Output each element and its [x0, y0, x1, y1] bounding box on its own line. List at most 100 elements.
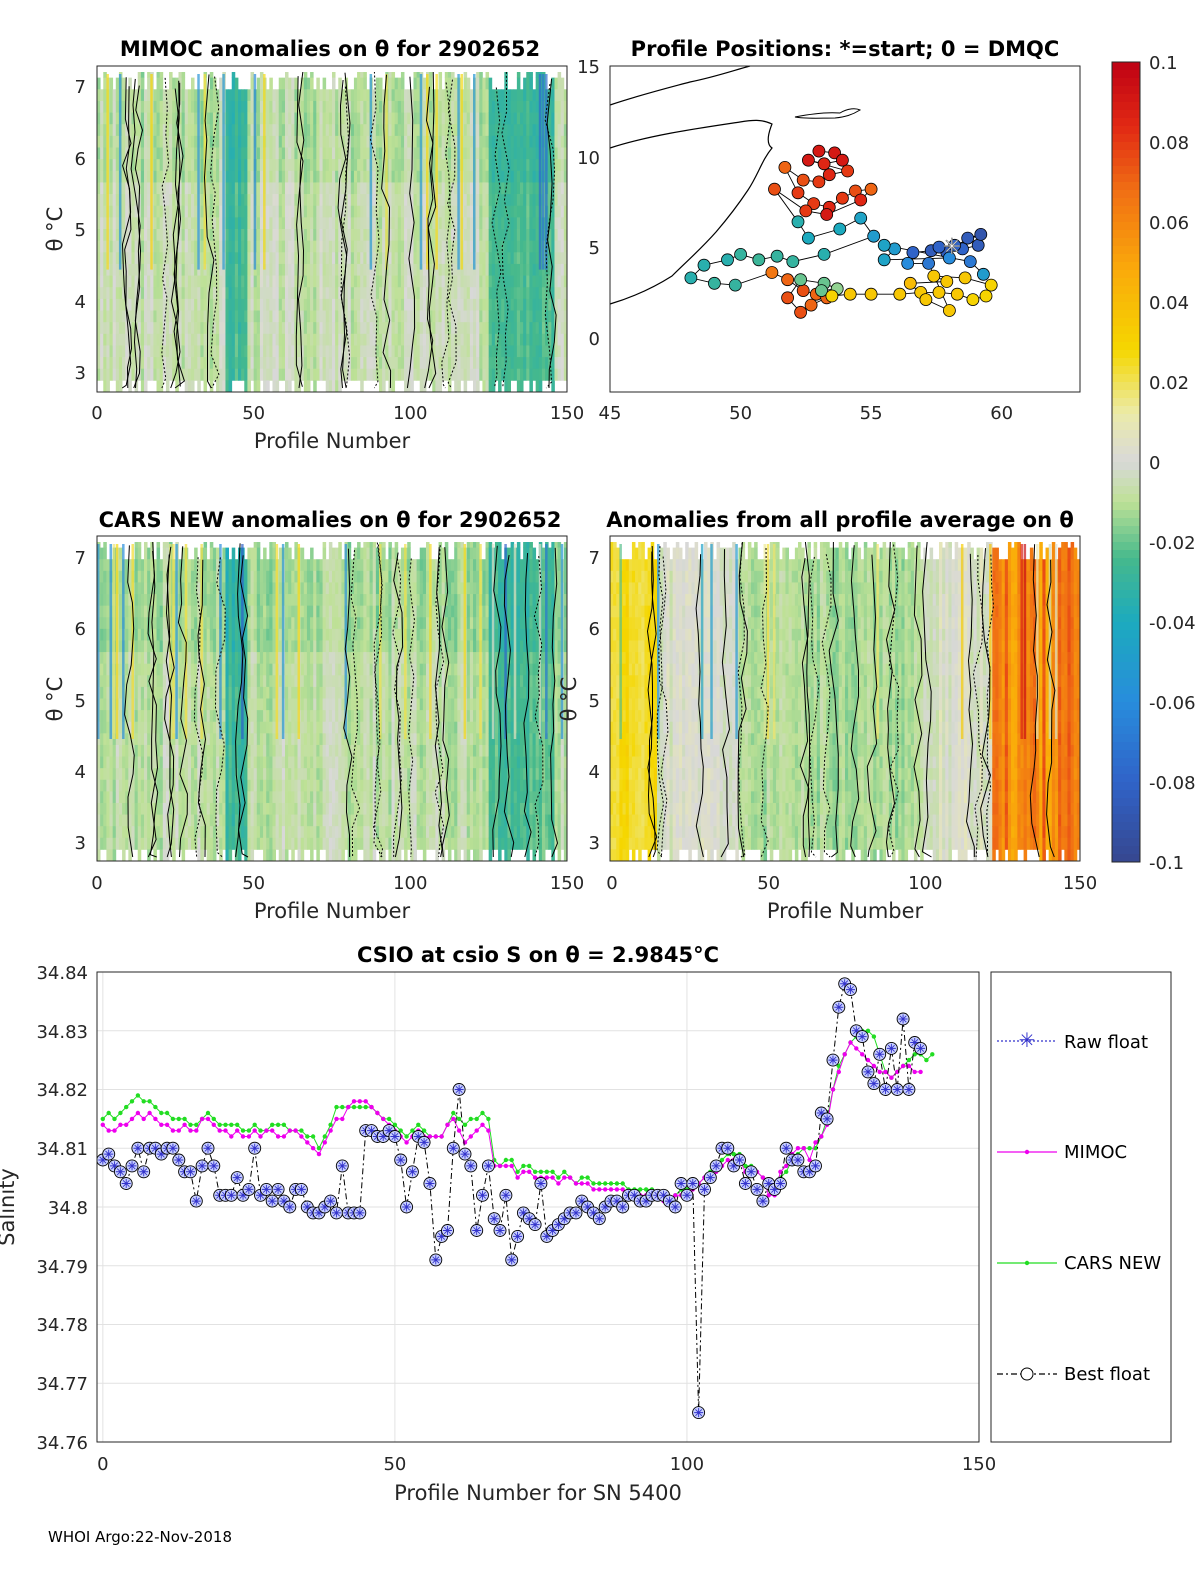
heatmap-cell — [504, 310, 508, 323]
heatmap-cell — [194, 310, 198, 323]
heatmap-cell — [278, 345, 283, 358]
heatmap-cell — [159, 779, 164, 792]
heatmap-cell — [144, 322, 148, 335]
heatmap-cell — [234, 77, 239, 90]
heatmap-cell — [341, 147, 345, 160]
heatmap-cell — [144, 194, 148, 207]
heatmap-cell — [118, 768, 123, 781]
heatmap-cell — [513, 229, 518, 242]
heatmap-cell — [181, 77, 186, 90]
heatmap-cell — [153, 194, 157, 207]
heatmap-cell — [479, 77, 483, 90]
heatmap-cell — [165, 240, 170, 253]
heatmap-cell — [319, 194, 323, 207]
heatmap-cell — [432, 170, 436, 183]
heatmap-cell — [209, 217, 214, 230]
heatmap-cell — [510, 287, 515, 300]
heatmap-cell — [388, 205, 392, 218]
heatmap-cell — [322, 240, 327, 253]
heatmap-cell — [432, 217, 436, 230]
heatmap-cell — [137, 652, 142, 665]
heatmap-cell — [234, 135, 239, 148]
heatmap-cell — [109, 791, 114, 804]
colorbar-cell — [1112, 350, 1140, 359]
heatmap-cell — [507, 205, 511, 218]
heatmap-cell — [482, 368, 486, 381]
heatmap-cell — [134, 628, 139, 641]
heatmap-cell — [131, 837, 135, 850]
heatmap-cell — [322, 263, 327, 276]
heatmap-cell — [369, 333, 374, 346]
heatmap-cell — [494, 275, 499, 288]
heatmap-cell — [259, 229, 264, 242]
colorbar-cell — [1112, 726, 1140, 735]
heatmap-cell — [228, 240, 233, 253]
heatmap-cell — [476, 77, 480, 90]
heatmap-cell — [109, 194, 114, 207]
heatmap-cell — [444, 147, 449, 160]
heatmap-cell — [118, 582, 123, 595]
heatmap-cell — [382, 380, 386, 393]
heatmap-cell — [372, 240, 377, 253]
heatmap-cell — [560, 287, 565, 300]
heatmap-cell — [413, 66, 417, 79]
heatmap-cell — [526, 205, 530, 218]
heatmap-cell — [109, 357, 114, 370]
heatmap-cell — [325, 159, 330, 172]
heatmap-cell — [360, 357, 364, 370]
heatmap-cell — [338, 275, 342, 288]
heatmap-cell — [382, 275, 386, 288]
cbar-tick-2: 0.06 — [1149, 213, 1189, 234]
heatmap-cell — [548, 205, 552, 218]
heatmap-cell — [510, 147, 515, 160]
heatmap-cell — [494, 147, 499, 160]
profile-marker — [768, 182, 781, 196]
heatmap-cell — [379, 368, 383, 381]
heatmap-cell — [181, 112, 186, 125]
heatmap-cell — [306, 217, 311, 230]
heatmap-cell — [165, 135, 170, 148]
heatmap-cell — [429, 252, 433, 265]
colorbar-cell — [1112, 390, 1140, 399]
heatmap-cell — [407, 298, 411, 311]
heatmap-cell — [353, 322, 358, 335]
heatmap-cell — [228, 194, 233, 207]
heatmap-cell — [404, 147, 408, 160]
heatmap-cell — [548, 170, 552, 183]
heatmap-cell — [447, 100, 452, 113]
heatmap-cell — [335, 147, 339, 160]
heatmap-cell — [335, 275, 339, 288]
heatmap-cell — [156, 768, 161, 781]
heatmap-cell — [112, 368, 117, 381]
heatmap-cell — [234, 287, 239, 300]
heatmap-cell — [137, 333, 142, 346]
heatmap-cell — [147, 147, 151, 160]
heatmap-cell — [291, 357, 295, 370]
heatmap-cell — [234, 229, 239, 242]
heatmap-cell — [112, 100, 117, 113]
heatmap-cell — [137, 170, 142, 183]
heatmap-cell — [178, 814, 182, 827]
heatmap-cell — [137, 345, 142, 358]
heatmap-cell — [382, 252, 386, 265]
heatmap-cell — [128, 814, 132, 827]
heatmap-cell — [234, 147, 239, 160]
heatmap-cell — [494, 159, 499, 172]
heatmap-cell — [278, 333, 283, 346]
heatmap-cell — [507, 252, 511, 265]
heatmap-cell — [444, 124, 449, 137]
heatmap-cell — [200, 322, 204, 335]
heatmap-cell — [391, 368, 396, 381]
heatmap-cell — [187, 89, 192, 102]
heatmap-cell — [228, 380, 233, 393]
heatmap-cell — [191, 287, 195, 300]
heatmap-cell — [322, 112, 327, 125]
heatmap-cell — [269, 357, 273, 370]
heatmap-cell — [372, 229, 377, 242]
heatmap-cell — [513, 159, 518, 172]
heatmap-cell — [357, 345, 361, 358]
heatmap-cell — [281, 229, 286, 242]
heatmap-streak — [369, 74, 373, 270]
heatmap-cell — [513, 345, 518, 358]
heatmap-cell — [125, 802, 129, 815]
